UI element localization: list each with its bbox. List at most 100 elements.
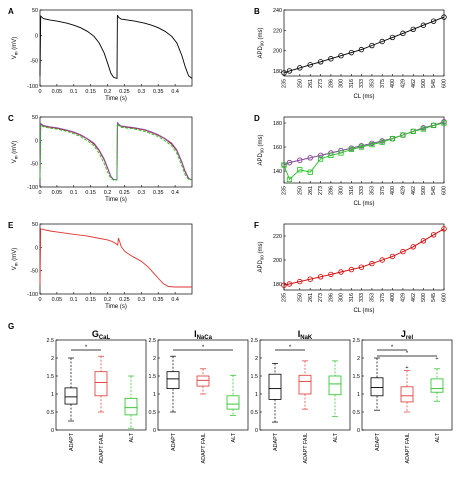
data-point [318,156,324,162]
panel-label: E [8,221,14,230]
x-tick-label: 0.25 [119,190,130,196]
box-outlier: + [435,356,438,362]
data-point [281,282,287,288]
data-point [389,135,396,142]
x-tick-label: 462 [411,293,417,302]
data-point [389,253,396,260]
significance-star: * [406,351,409,357]
series-line-1 [39,121,193,181]
x-tick-label: ADAPT FAIL [405,433,411,463]
x-tick-label: ADAPT [171,432,177,451]
box-iqr [298,374,312,395]
y-tick-label: 1 [51,392,54,398]
x-tick-label: 0.15 [85,190,96,196]
axis-label-x: Time (s) [105,96,127,102]
x-tick-label: 0.1 [70,190,78,196]
boxplot-title: INaCa [194,329,213,341]
axis-label-y: APD90 (ms) [258,134,265,165]
x-tick-label: 0.05 [52,297,63,303]
plot-frame [259,339,351,431]
box-iqr [124,397,138,416]
data-point [420,126,426,132]
axis-label-x: Time (s) [105,197,127,203]
panel-D: D 235 250 261 273 286 300 316 333 353 375 400 429 462… [254,114,448,207]
y-tick-label: 2 [357,356,360,362]
panel-label: C [8,114,14,123]
boxplot-3: INaK 0 0.5 1 1.5 2 2.5 ADAPT ADAPT FAIL ALT * [251,329,351,463]
x-tick-label: 235 [282,79,288,88]
x-tick-label: ADAPT [69,432,75,451]
x-tick-label: ALT [129,432,135,442]
x-tick-label: 400 [390,293,396,302]
x-tick-label: 333 [359,186,365,195]
data-point [430,18,437,24]
x-tick-label: 462 [411,186,417,195]
y-tick-label: 2.5 [251,338,259,344]
series-line-0 [283,16,445,74]
y-tick-label: 1.5 [353,374,361,380]
data-point [400,248,406,255]
x-tick-label: 0.3 [138,190,146,196]
x-tick-label: 333 [359,79,365,88]
x-tick-label: 0.3 [138,89,146,95]
x-tick-label: 261 [308,79,314,88]
panel-B: B 235 250 261 273 286 300 316 333 353 375 400 429 462… [254,7,448,100]
y-tick-label: 1 [255,392,258,398]
plot-frame [361,339,453,431]
x-tick-label: 0.2 [104,190,112,196]
data-point [338,150,344,156]
x-tick-label: 500 [421,79,427,88]
x-tick-label: 250 [297,79,303,88]
series-line-2 [39,123,193,181]
x-tick-label: 500 [421,186,427,195]
y-tick-label: 2.5 [353,338,361,344]
x-tick-label: 261 [308,293,314,302]
data-point [379,139,385,145]
x-tick-label: 0.35 [153,297,164,303]
plot-frame [283,223,445,291]
data-point [307,276,313,282]
x-tick-label: 0 [39,89,42,95]
axis-label-x: CL (ms) [353,308,374,314]
box-iqr [196,375,210,387]
y-tick-label: 2 [153,356,156,362]
x-tick-label: ADAPT FAIL [303,433,309,463]
y-tick-label: 50 [32,222,38,228]
data-point [410,128,416,134]
box-iqr [166,371,180,389]
x-tick-label: 250 [297,293,303,302]
data-point [430,232,437,238]
x-tick-label: 0 [39,297,42,303]
data-point [286,281,293,287]
x-tick-label: 286 [329,186,335,195]
data-point [297,157,303,163]
x-tick-label: 600 [442,293,448,302]
data-point [400,30,406,37]
y-tick-label: 220 [273,28,282,34]
significance-star: * [202,345,205,351]
data-point [307,62,313,68]
x-tick-label: 545 [431,293,437,302]
data-point [317,59,324,65]
box-outlier: + [405,365,408,371]
x-tick-label: 0.2 [104,89,112,95]
box-iqr [400,386,414,403]
data-point [328,271,334,278]
data-point [297,167,303,173]
y-tick-label: 2 [51,356,54,362]
x-tick-label: 0.35 [153,190,164,196]
x-tick-label: ADAPT FAIL [201,433,207,463]
x-tick-label: ADAPT FAIL [99,433,105,463]
x-tick-label: ALT [231,432,237,442]
y-tick-label: 0 [357,428,360,434]
y-tick-label: 180 [273,69,282,75]
y-tick-label: 180 [273,121,282,127]
y-tick-label: 220 [273,234,282,240]
x-tick-label: 500 [421,293,427,302]
x-tick-label: 429 [401,186,407,195]
series-line-2 [283,122,445,181]
plot-frame [55,339,147,431]
data-point [281,70,287,76]
data-point [358,144,365,150]
data-point [369,42,375,49]
